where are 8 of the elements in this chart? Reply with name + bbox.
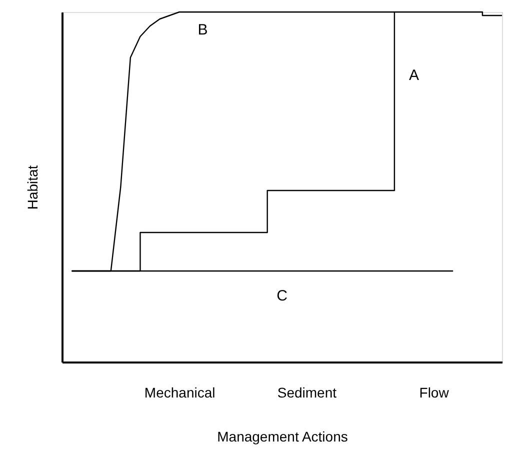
x-tick-label: Flow bbox=[419, 384, 450, 400]
x-tick-label: Mechanical bbox=[144, 384, 216, 400]
y-axis-title: Habitat bbox=[24, 165, 40, 210]
annotation: C bbox=[276, 288, 288, 304]
annotation: A bbox=[408, 67, 420, 84]
x-axis-title: Management Actions bbox=[217, 428, 348, 444]
annotation: B bbox=[198, 22, 208, 38]
x-tick-label: Sediment bbox=[277, 384, 337, 400]
